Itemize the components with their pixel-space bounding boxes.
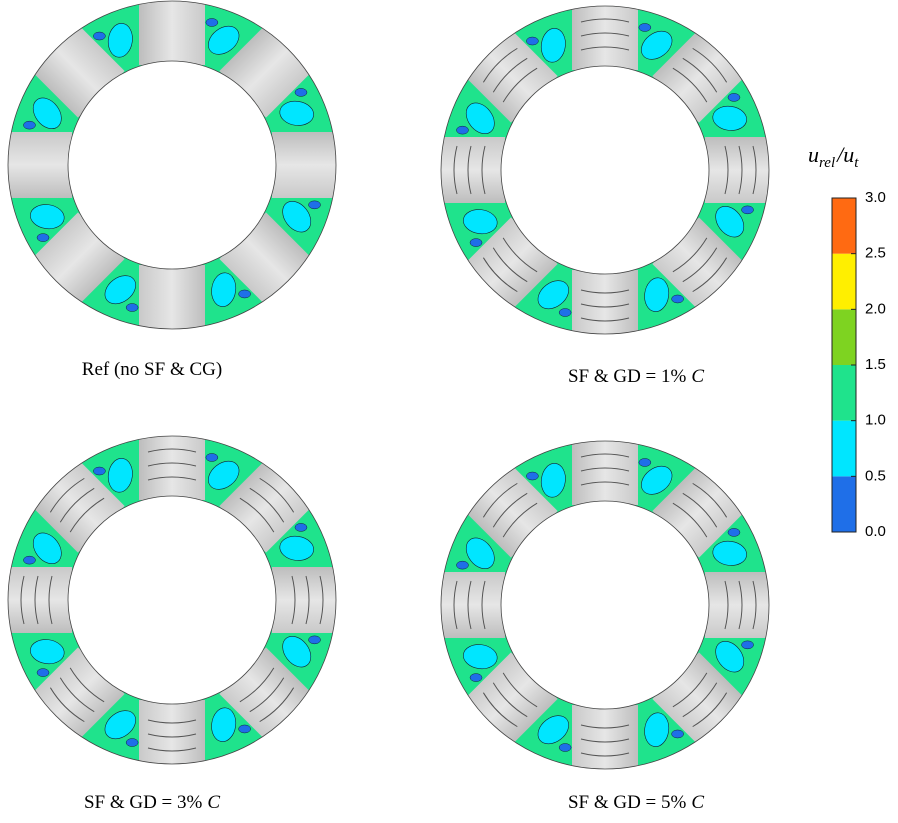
ring-panel — [437, 2, 773, 338]
color-band — [832, 476, 856, 532]
very-low-zone — [126, 304, 138, 312]
very-low-zone — [526, 472, 538, 480]
blade — [572, 437, 638, 505]
panel-caption: SF & GD = 3%C — [84, 792, 220, 813]
very-low-zone — [23, 121, 35, 129]
very-low-zone — [239, 290, 251, 298]
panel-caption: SF & GD = 1%C — [568, 366, 704, 387]
panel-caption: Ref (no SF & CG) — [82, 359, 222, 380]
very-low-zone — [470, 674, 482, 682]
very-low-zone — [37, 669, 49, 677]
ring-panel — [437, 437, 773, 773]
blade — [4, 567, 72, 633]
blade — [4, 132, 72, 198]
caption-text: Ref (no SF & CG) — [82, 359, 222, 380]
very-low-zone — [239, 725, 251, 733]
tick-label: 0.5 — [865, 467, 886, 484]
tick-label: 2.5 — [865, 245, 886, 262]
very-low-zone — [728, 528, 740, 536]
blade — [572, 2, 638, 70]
very-low-zone — [93, 32, 105, 40]
caption-symbol: C — [691, 792, 704, 813]
color-band — [832, 254, 856, 310]
blade — [705, 137, 773, 203]
very-low-zone — [309, 636, 321, 644]
blade — [437, 572, 505, 638]
very-low-zone — [206, 18, 218, 26]
very-low-zone — [559, 744, 571, 752]
tick-label: 1.5 — [865, 356, 886, 373]
colorbar-label: urel/ut — [808, 142, 859, 171]
blade — [139, 432, 205, 500]
contour — [4, 432, 340, 768]
very-low-zone — [93, 467, 105, 475]
very-low-zone — [126, 739, 138, 747]
very-low-zone — [559, 309, 571, 317]
very-low-zone — [639, 458, 651, 466]
contour — [4, 0, 340, 333]
very-low-zone — [672, 730, 684, 738]
caption-symbol: C — [691, 366, 704, 387]
very-low-zone — [23, 556, 35, 564]
ring-panel — [4, 432, 340, 768]
figure: urel/ut Ref (no SF & CG)SF & GD = 1%CSF … — [0, 0, 898, 823]
panel-caption: SF & GD = 5%C — [568, 792, 704, 813]
blade — [139, 265, 205, 333]
blade — [272, 132, 340, 198]
color-band — [832, 309, 856, 365]
caption-text: SF & GD = 5% — [568, 792, 687, 813]
very-low-zone — [295, 88, 307, 96]
contour — [437, 2, 773, 338]
blade — [572, 270, 638, 338]
contour — [437, 437, 773, 773]
very-low-zone — [672, 295, 684, 303]
caption-text: SF & GD = 1% — [568, 366, 687, 387]
caption-text: SF & GD = 3% — [84, 792, 203, 813]
color-band — [832, 365, 856, 421]
very-low-zone — [309, 201, 321, 209]
tick-label: 2.0 — [865, 300, 886, 317]
blade — [272, 567, 340, 633]
very-low-zone — [456, 126, 468, 134]
color-band — [832, 421, 856, 477]
very-low-zone — [295, 523, 307, 531]
very-low-zone — [206, 453, 218, 461]
blade — [139, 700, 205, 768]
color-band — [832, 198, 856, 254]
very-low-zone — [470, 239, 482, 247]
blade — [139, 0, 205, 65]
very-low-zone — [526, 37, 538, 45]
blade — [705, 572, 773, 638]
very-low-zone — [456, 561, 468, 569]
very-low-zone — [742, 641, 754, 649]
ring-panel — [4, 0, 340, 333]
tick-label: 3.0 — [865, 189, 886, 206]
caption-symbol: C — [207, 792, 220, 813]
very-low-zone — [728, 93, 740, 101]
tick-label: 0.0 — [865, 523, 886, 540]
very-low-zone — [639, 23, 651, 31]
very-low-zone — [742, 206, 754, 214]
blade — [437, 137, 505, 203]
tick-label: 1.0 — [865, 412, 886, 429]
very-low-zone — [37, 234, 49, 242]
blade — [572, 705, 638, 773]
